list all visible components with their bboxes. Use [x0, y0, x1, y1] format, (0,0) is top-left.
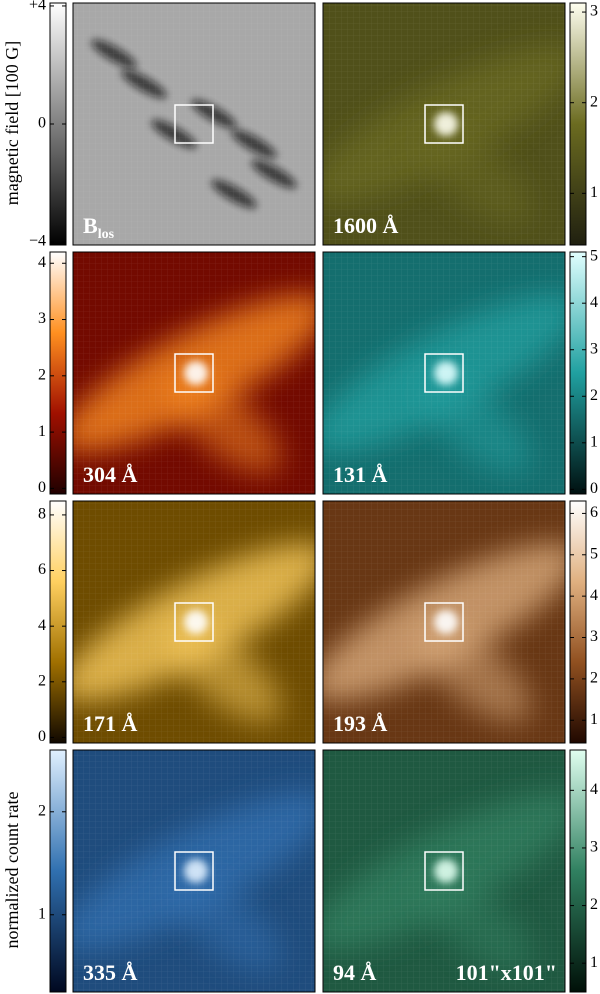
tick-label: 2 — [590, 896, 598, 913]
size-label: 101"x101" — [456, 960, 557, 985]
tick-label: 6 — [590, 504, 598, 521]
tick-label: 3 — [590, 340, 598, 357]
colorbar — [569, 251, 587, 495]
tick-label: 3 — [590, 3, 598, 20]
panel-label: 1600 Å — [333, 213, 399, 238]
panel — [323, 252, 565, 494]
tick-label: 2 — [590, 670, 598, 687]
tick-label: 3 — [590, 628, 598, 645]
zoom-box — [174, 851, 214, 891]
y-label: magnetic field [100 G] — [2, 41, 22, 205]
panel-label: 304 Å — [83, 462, 138, 487]
panel-label-sub: los — [98, 227, 115, 242]
colorbar — [49, 251, 67, 495]
panel-frame — [322, 2, 566, 246]
zoom-box — [424, 353, 464, 393]
tick-label: 0 — [590, 480, 598, 497]
grid-overlay — [73, 252, 315, 494]
colorbar — [49, 749, 67, 993]
tick-label: 3 — [590, 839, 598, 856]
y-label: normalized count rate — [2, 792, 22, 949]
panel-frame — [72, 749, 316, 993]
zoom-box — [424, 602, 464, 642]
grid-overlay — [323, 3, 565, 245]
tick-label: 4 — [38, 617, 46, 634]
tick-label: 1 — [590, 711, 598, 728]
grid-overlay — [323, 252, 565, 494]
tick-label: 5 — [590, 247, 598, 264]
tick-label: 6 — [38, 561, 46, 578]
zoom-box — [174, 353, 214, 393]
panel — [73, 750, 315, 992]
tick-label: 8 — [38, 506, 46, 523]
tick-label: +4 — [29, 0, 46, 14]
tick-label: 2 — [38, 672, 46, 689]
tick-label: 1 — [590, 184, 598, 201]
tick-label: 2 — [590, 387, 598, 404]
panel-frame — [322, 251, 566, 495]
panel-frame — [72, 251, 316, 495]
tick-label: 4 — [590, 294, 598, 311]
colorbar — [569, 2, 587, 246]
grid-overlay — [323, 501, 565, 743]
panel — [73, 501, 315, 743]
panel — [323, 750, 565, 992]
tick-label: 4 — [38, 254, 46, 271]
panel-label: 94 Å — [333, 960, 377, 985]
panel — [323, 501, 565, 743]
tick-label: 1 — [590, 954, 598, 971]
panel — [323, 3, 565, 245]
panel — [73, 3, 315, 245]
grid-overlay — [73, 501, 315, 743]
tick-label: 4 — [590, 587, 598, 604]
panel-label: 193 Å — [333, 711, 388, 736]
panel-label: 335 Å — [83, 960, 138, 985]
tick-label: 1 — [38, 423, 46, 440]
panel-frame — [322, 749, 566, 993]
tick-label: 4 — [590, 781, 598, 798]
tick-label: 2 — [590, 93, 598, 110]
panel-frame — [72, 2, 316, 246]
panel-label: 171 Å — [83, 711, 138, 736]
tick-label: −4 — [29, 233, 46, 250]
tick-label: 0 — [38, 728, 46, 745]
tick-label: 2 — [38, 366, 46, 383]
grid-overlay — [73, 3, 315, 245]
panel-frame — [322, 500, 566, 744]
tick-label: 1 — [590, 433, 598, 450]
grid-overlay — [323, 750, 565, 992]
tick-label: 0 — [38, 479, 46, 496]
zoom-box — [174, 104, 214, 144]
tick-label: 1 — [38, 905, 46, 922]
tick-label: 2 — [38, 802, 46, 819]
colorbar — [569, 500, 587, 744]
grid-overlay — [73, 750, 315, 992]
panel-frame — [72, 500, 316, 744]
panel — [73, 252, 315, 494]
tick-label: 3 — [38, 310, 46, 327]
panel-label: 131 Å — [333, 462, 388, 487]
tick-label: 0 — [38, 115, 46, 132]
colorbar — [569, 749, 587, 993]
colorbar — [49, 500, 67, 744]
zoom-box — [174, 602, 214, 642]
tick-label: 5 — [590, 545, 598, 562]
zoom-box — [424, 104, 464, 144]
zoom-box — [424, 851, 464, 891]
